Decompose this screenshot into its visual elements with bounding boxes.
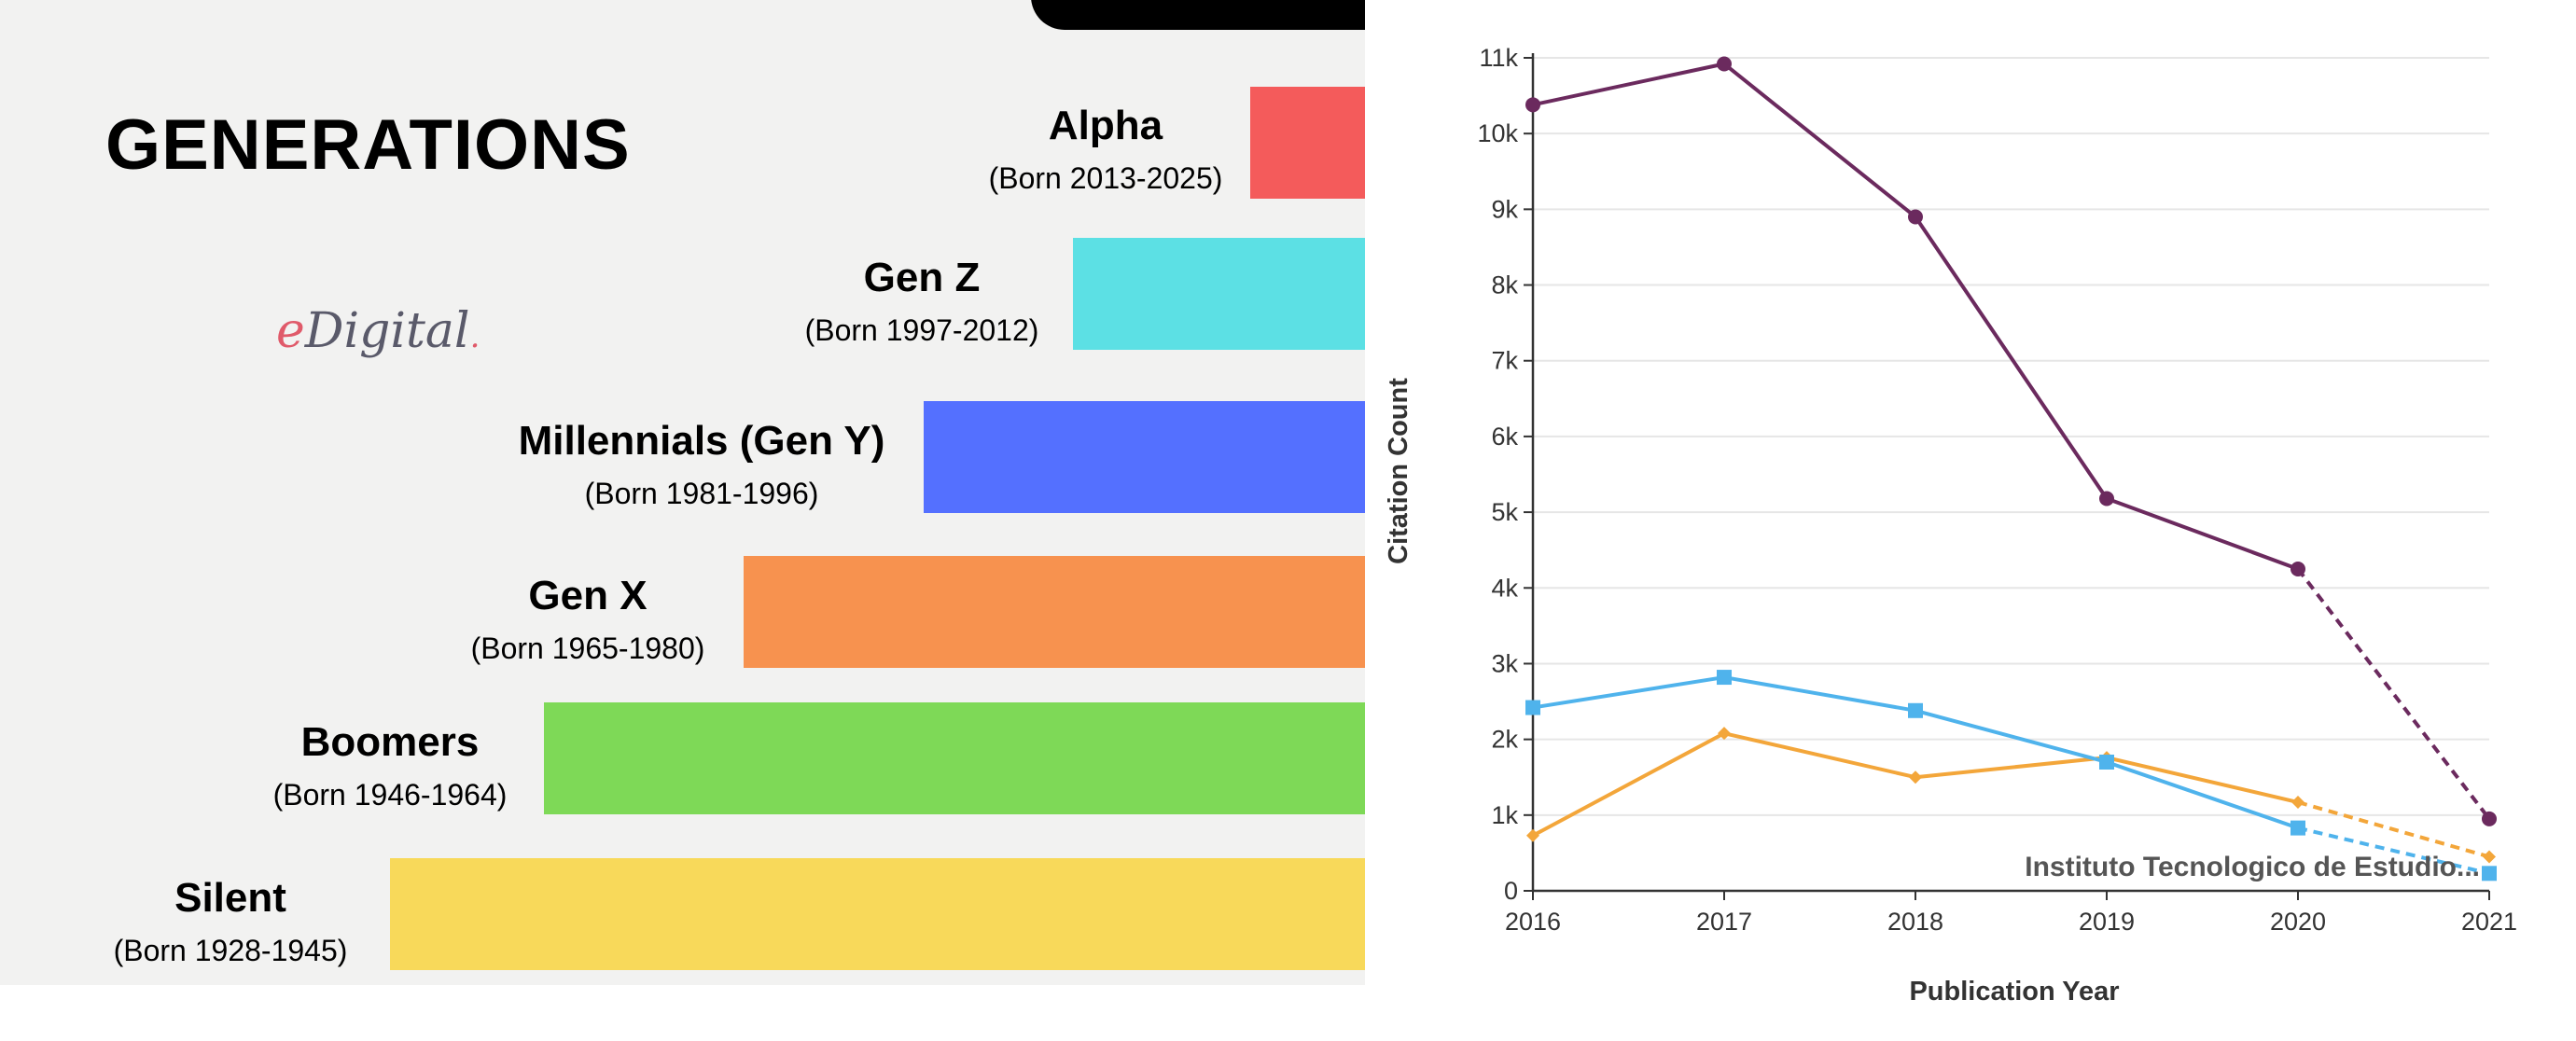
x-tick-label: 2018 [1887,908,1943,936]
generation-born-years: (Born 1997-2012) [804,313,1039,347]
series-2-point [1525,700,1540,715]
series-1-point [2483,850,2496,864]
generation-bar-gen-x [744,556,1365,668]
series-1-point [1909,770,1922,784]
y-tick-label: 2k [1491,726,1518,754]
y-tick-label: 0 [1504,877,1518,905]
generation-name: Gen X [528,573,647,618]
generation-born-years: (Born 2013-2025) [988,161,1223,195]
generation-name: Silent [174,875,286,921]
series-1-point [1526,828,1539,842]
generation-name: Gen Z [863,255,981,300]
x-tick-label: 2017 [1696,908,1752,936]
chart-axes [1531,53,2489,893]
series-0-projected-line [2296,567,2491,821]
series-1-point [2291,796,2304,810]
chart-gridlines [1533,57,2489,816]
top-black-tab [1031,0,1365,30]
series-0-point [2099,491,2114,507]
series-2-point [2099,754,2114,770]
series-2-line [1532,675,2299,830]
chart-annotations: Instituto Tecnologico de Estudio... [2025,852,2480,882]
generation-name: Boomers [300,719,480,765]
generation-born-years: (Born 1965-1980) [470,632,705,665]
y-tick-label: 7k [1491,347,1518,375]
series-2-projected-line [2297,826,2490,876]
x-axis-ticks: 2016 2017 2018 2019 2020 2021 [1505,891,2517,936]
y-tick-label: 6k [1491,423,1518,451]
x-tick-label: 2021 [2461,908,2517,936]
x-axis-title: Publication Year [1909,977,2119,1006]
infographic-title: GENERATIONS [105,105,631,185]
generation-bar-gen-z [1073,238,1365,350]
y-tick-label: 10k [1477,119,1518,147]
y-tick-label: 4k [1491,574,1518,602]
series-1-line [1532,731,2299,838]
y-tick-label: 1k [1491,801,1518,829]
y-axis-title: Citation Count [1384,378,1413,564]
chart-series [1525,56,2497,881]
series-1-point [1718,727,1731,741]
generation-bar-boomers [544,702,1365,814]
series-2-point [1717,670,1732,686]
generation-born-years: (Born 1928-1945) [113,934,348,967]
generations-infographic: GENERATIONS eDigital. Alpha (Born 2013-20… [0,0,1365,985]
series-0-point [2482,811,2497,826]
x-tick-label: 2016 [1505,908,1561,936]
series-0-line [1532,62,2299,571]
generation-name: Millennials (Gen Y) [518,418,885,464]
generation-born-years: (Born 1946-1964) [272,778,508,812]
y-tick-label: 8k [1491,271,1518,299]
series-0-point [1908,209,1923,225]
series-0-point [1717,56,1732,72]
y-tick-label: 9k [1491,195,1518,223]
generation-bar-silent [390,858,1365,970]
series-2-point [2482,866,2497,881]
series-2-point [2291,820,2305,836]
edigital-logo: eDigital. [276,303,480,359]
generation-born-years: (Born 1981-1996) [584,477,819,510]
series-0-point [2291,561,2305,576]
y-axis-ticks: 0 1k 2k 3k 4k 5k 6k 7k 8k 9k 10k 11k [1477,44,1533,905]
x-tick-label: 2019 [2079,908,2135,936]
y-tick-label: 3k [1491,649,1518,677]
series-annotation-label: Instituto Tecnologico de Estudio... [2025,852,2480,882]
series-1-projected-line [2297,800,2490,859]
y-tick-label: 5k [1491,498,1518,526]
y-tick-label: 11k [1479,44,1518,72]
series-0-point [1525,97,1540,113]
x-tick-label: 2020 [2270,908,2326,936]
generation-bar-alpha [1250,87,1365,199]
generation-bar-millennials-gen-y [924,401,1365,513]
generation-name: Alpha [1048,103,1163,148]
series-2-point [1908,702,1923,718]
